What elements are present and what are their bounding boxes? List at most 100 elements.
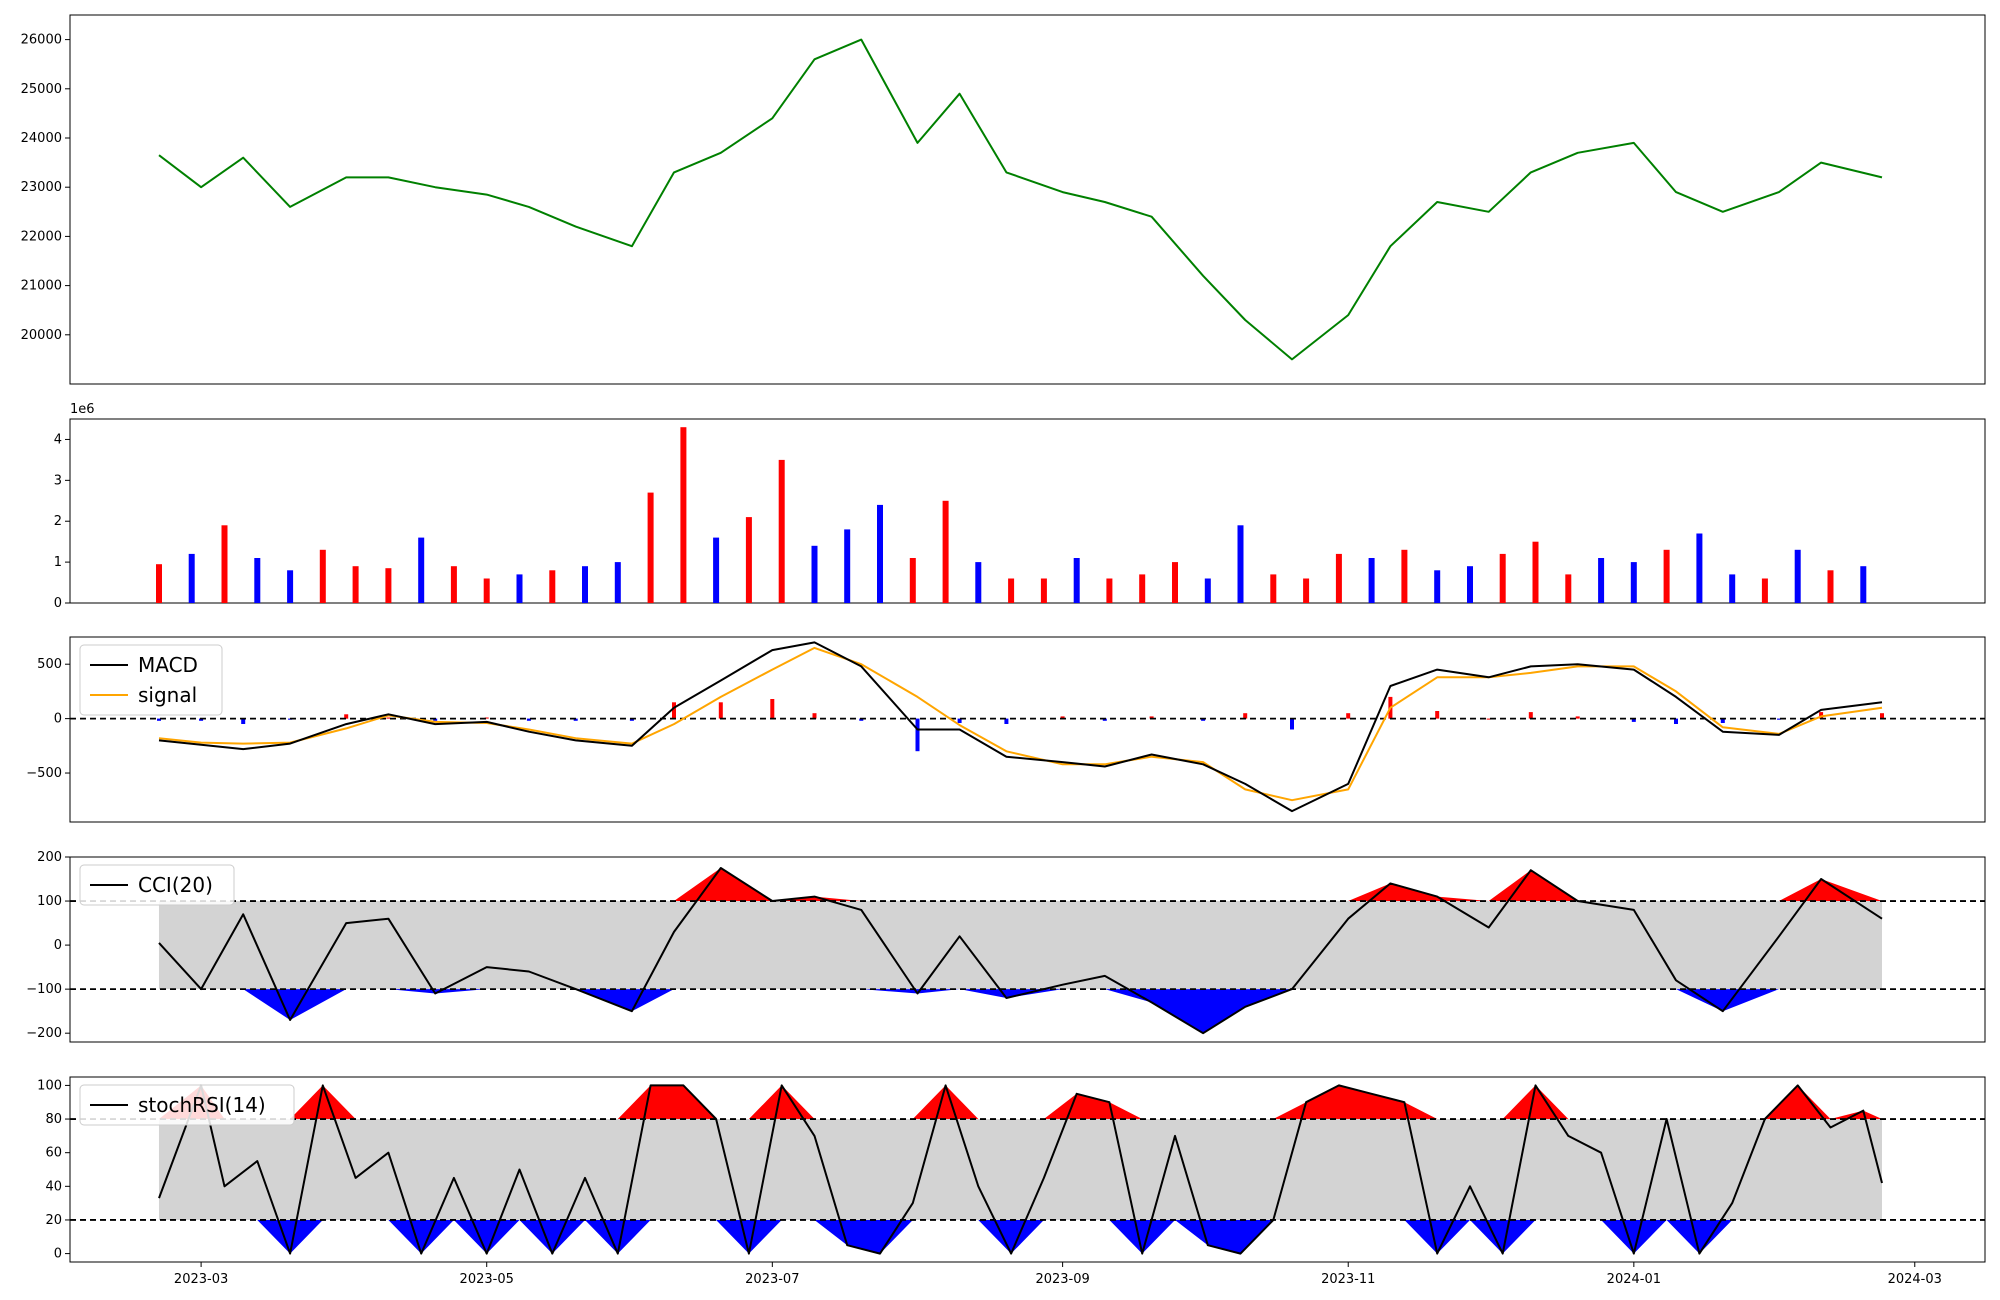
stochrsi-panel-frame (69, 1076, 1986, 1263)
x-axis-tick-label: 2023-05 (460, 1272, 514, 1287)
price-panel-frame (69, 14, 1986, 385)
macd-histogram-bar (629, 718, 634, 721)
volume-bar (713, 537, 720, 603)
volume-bar (1630, 562, 1637, 603)
macd-histogram-bar (1060, 716, 1065, 719)
volume-bar (647, 492, 654, 603)
volume-bar (1761, 578, 1768, 603)
cci-axis-tick-label: −100 (26, 982, 62, 997)
volume-bar (1270, 574, 1277, 603)
macd-histogram-bar (1720, 718, 1725, 723)
volume-bar (1598, 558, 1605, 603)
cci-legend: CCI(20) (79, 864, 235, 906)
cci-axis-tick-label: 0 (54, 938, 62, 953)
volume-bar (483, 578, 490, 603)
volume-bar (319, 549, 326, 603)
volume-bar (877, 504, 883, 603)
volume-axis-tick-label: 2 (54, 514, 62, 529)
macd-histogram-bar (1674, 718, 1678, 724)
cci-legend-frame (79, 864, 235, 906)
x-axis-tick-label: 2023-07 (745, 1272, 799, 1287)
volume-bar (1467, 566, 1473, 603)
volume-bar (1401, 549, 1408, 603)
stochrsi-axis-tick-label: 100 (37, 1078, 62, 1093)
stochrsi-axis-tick-label: 40 (45, 1179, 62, 1194)
stochrsi-legend-frame (79, 1084, 295, 1126)
macd-histogram-bar (1243, 713, 1248, 719)
volume-axis-tick-label: 0 (54, 596, 62, 611)
macd-histogram-bar (157, 718, 161, 721)
volume-bar (418, 537, 425, 603)
macd-histogram-bar (433, 718, 438, 721)
macd-histogram-bar (957, 718, 962, 723)
x-axis-tick-label: 2023-03 (174, 1272, 228, 1287)
macd-histogram-bar (241, 718, 246, 724)
volume-bar (549, 570, 556, 603)
volume-bar (156, 564, 162, 603)
macd-histogram-bar (344, 714, 349, 719)
stochrsi-overbought-fill (158, 1085, 1882, 1120)
cci-panel-frame (69, 856, 1986, 1043)
cci-axis-tick-label: −200 (26, 1026, 62, 1041)
price-axis-tick-label: 23000 (21, 180, 62, 195)
volume-bar (1106, 578, 1113, 603)
macd-histogram-bar (1575, 716, 1580, 719)
stochrsi-line (158, 1084, 1883, 1255)
volume-multiplier-label: 1e6 (70, 402, 95, 417)
macd-histogram-bar (1486, 718, 1491, 720)
volume-bar (1794, 549, 1801, 603)
volume-bar (975, 562, 982, 603)
volume-bar (1696, 533, 1703, 603)
volume-bar (254, 558, 261, 603)
volume-axis-tick-label: 3 (54, 473, 62, 488)
volume-bar (745, 517, 752, 603)
macd-histogram-bar (1435, 711, 1440, 719)
cci-axis-tick-label: 200 (37, 850, 62, 865)
macd-histogram-bar (859, 718, 864, 721)
x-axis-tick-label: 2024-01 (1607, 1272, 1661, 1287)
volume-panel-frame (69, 418, 1986, 604)
macd-panel-frame (69, 636, 1986, 823)
macd-legend-frame (79, 644, 223, 716)
macd-histogram-bar (199, 718, 204, 721)
stochrsi-axis-tick-label: 0 (54, 1247, 62, 1262)
stochrsi-axis-tick-label: 20 (45, 1213, 62, 1228)
volume-bar (188, 553, 195, 603)
macd-histogram-bar (1777, 718, 1781, 720)
price-axis-tick-label: 25000 (21, 82, 62, 97)
macd-histogram-bar (526, 718, 531, 721)
volume-bar (1139, 574, 1146, 603)
macd-axis-tick-label: −500 (26, 766, 62, 781)
volume-bar (516, 574, 523, 603)
volume-bar (1532, 541, 1539, 603)
volume-bar (1172, 562, 1178, 603)
volume-bar (1237, 525, 1244, 603)
volume-bar (1040, 578, 1047, 603)
volume-bar (909, 558, 916, 603)
volume-bar (1860, 566, 1867, 603)
volume-bar (1565, 574, 1572, 603)
stochrsi-legend-label: stochRSI(14) (138, 1093, 266, 1117)
cci-oversold-fill (158, 989, 1882, 1034)
macd-histogram-bar (1201, 718, 1206, 721)
volume-axis-tick-label: 1 (54, 555, 62, 570)
macd-axis-tick-label: 500 (37, 657, 62, 672)
stochrsi-axis-tick-label: 80 (45, 1112, 62, 1127)
volume-bar (385, 568, 392, 603)
price-axis-tick-label: 24000 (21, 131, 62, 146)
macd-histogram-bar (672, 702, 676, 719)
macd-histogram-bar (1149, 716, 1154, 719)
volume-bar (287, 570, 294, 603)
macd-histogram-bar (1631, 718, 1636, 722)
price-line (158, 38, 1883, 361)
cci-axis-tick-label: 100 (37, 894, 62, 909)
volume-bar (450, 566, 457, 603)
signal-line (158, 646, 1883, 802)
x-axis-tick-label: 2023-09 (1035, 1272, 1089, 1287)
cci-legend-label: CCI(20) (138, 873, 213, 897)
macd-histogram-bar (770, 699, 775, 719)
price-axis-tick-label: 26000 (21, 33, 62, 48)
macd-histogram-bar (1004, 718, 1009, 724)
x-axis-tick-label: 2024-03 (1888, 1272, 1942, 1287)
volume-bar (1008, 578, 1015, 603)
